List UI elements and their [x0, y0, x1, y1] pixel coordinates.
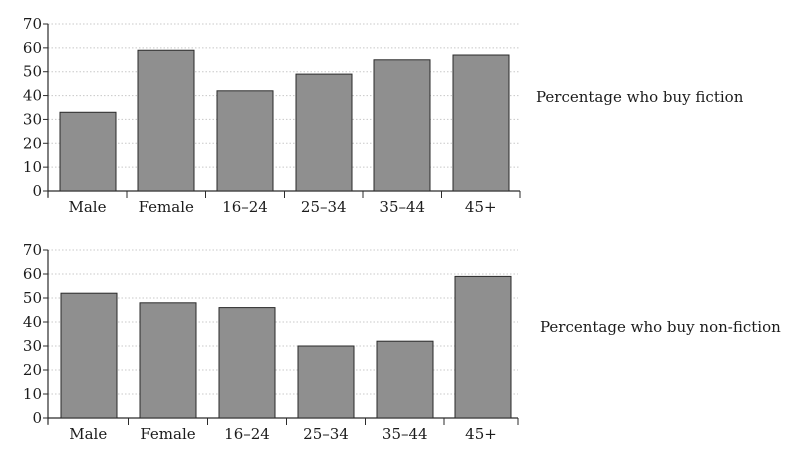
- fiction-bar-2: [216, 90, 274, 192]
- fiction-bar-5: [452, 54, 510, 192]
- nonfiction-bar-0: [60, 292, 118, 419]
- nonfiction-y-tick-label: 40: [23, 313, 42, 331]
- nonfiction-bar-3: [297, 345, 355, 419]
- nonfiction-bar-1: [139, 302, 197, 419]
- nonfiction-y-tick-label: 70: [23, 241, 42, 259]
- fiction-bar-1: [137, 49, 195, 192]
- fiction-y-tick-label: 70: [23, 15, 42, 33]
- nonfiction-category-label: 45+: [465, 425, 497, 443]
- fiction-y-tick-label: 60: [23, 39, 42, 57]
- fiction-bar-4: [373, 59, 431, 192]
- nonfiction-y-tick-label: 20: [23, 361, 42, 379]
- fiction-category-label: 16–24: [222, 198, 268, 216]
- nonfiction-y-tick-label: 10: [23, 385, 42, 403]
- fiction-y-tick-label: 10: [23, 158, 42, 176]
- fiction-y-tick-label: 0: [32, 182, 42, 200]
- fiction-y-tick-label: 20: [23, 134, 42, 152]
- fiction-y-tick-label: 40: [23, 87, 42, 105]
- non-fiction-chart-title: Percentage who buy non-fiction: [540, 318, 781, 336]
- nonfiction-category-label: Male: [69, 425, 107, 443]
- fiction-y-tick-label: 30: [23, 110, 42, 128]
- nonfiction-category-label: Female: [140, 425, 195, 443]
- nonfiction-y-tick-label: 60: [23, 265, 42, 283]
- nonfiction-bar-5: [454, 275, 512, 419]
- nonfiction-category-label: 16–24: [224, 425, 270, 443]
- fiction-chart-title: Percentage who buy fiction: [536, 88, 744, 106]
- fiction-category-label: 35–44: [379, 198, 425, 216]
- nonfiction-chart: 0 10 20 30 40 50 60 70 Male Female 16–24 25–34 35–44…: [23, 241, 519, 443]
- fiction-category-label: Male: [69, 198, 107, 216]
- nonfiction-y-tick-label: 50: [23, 289, 42, 307]
- fiction-category-label: 25–34: [301, 198, 347, 216]
- nonfiction-bar-2: [218, 307, 276, 419]
- nonfiction-y-tick-label: 0: [32, 409, 42, 427]
- nonfiction-bar-4: [376, 340, 434, 419]
- fiction-bar-0: [59, 111, 117, 192]
- nonfiction-y-tick-label: 30: [23, 337, 42, 355]
- nonfiction-category-label: 35–44: [382, 425, 428, 443]
- fiction-chart: 0 10 20 30 40 50 60 70 Male Female 16–24 25–34 35–44…: [23, 15, 521, 216]
- fiction-y-tick-label: 50: [23, 63, 42, 81]
- fiction-bar-3: [295, 73, 353, 192]
- nonfiction-category-label: 25–34: [303, 425, 349, 443]
- fiction-category-label: 45+: [465, 198, 497, 216]
- fiction-category-label: Female: [139, 198, 194, 216]
